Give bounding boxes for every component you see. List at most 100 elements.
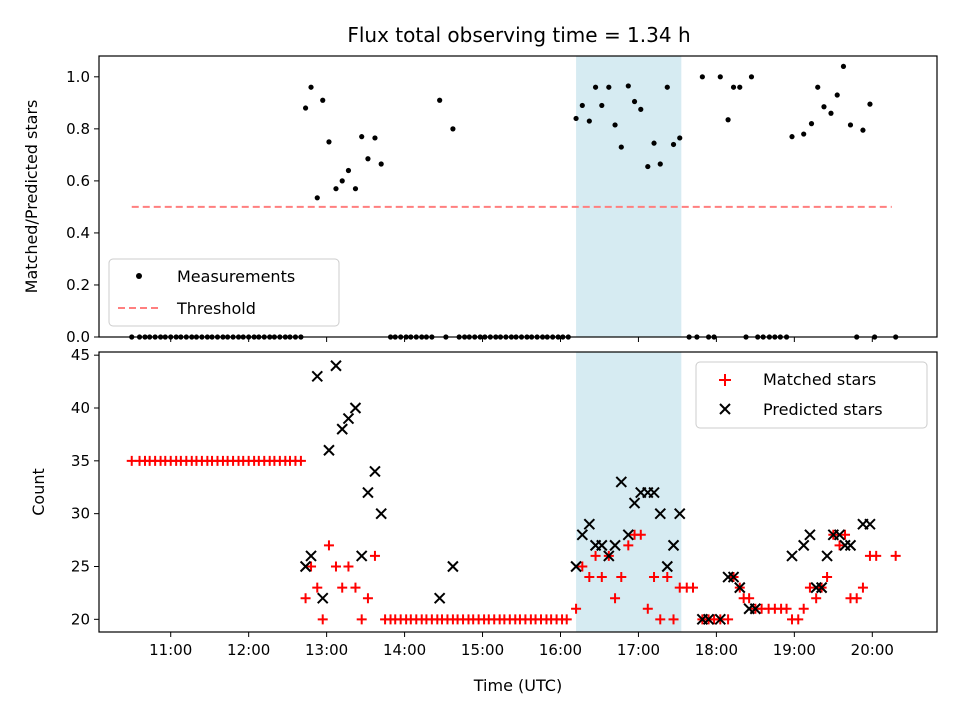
matched-star-point: [857, 582, 868, 593]
measurement-point: [631, 98, 638, 105]
predicted-star-point: [596, 539, 608, 552]
predicted-star-point: [369, 465, 381, 478]
measurement-point: [657, 161, 663, 167]
measurement-point: [847, 122, 854, 128]
matched-star-point: [590, 550, 601, 561]
measurement-point: [737, 84, 743, 90]
measurement-point: [670, 141, 677, 148]
x-tick-label: 14:00: [383, 641, 426, 659]
observing-span-top: [576, 56, 682, 337]
predicted-star-point: [786, 550, 798, 562]
x-tick-label: 11:00: [149, 641, 192, 659]
measurement-point: [579, 102, 585, 109]
predicted-star-point: [299, 560, 312, 573]
matched-star-point: [744, 593, 755, 604]
measurement-point: [302, 105, 309, 111]
x-tick-label: 16:00: [539, 641, 582, 659]
predicted-star-point: [815, 581, 828, 594]
predicted-star-point: [330, 360, 342, 372]
measurement-point: [677, 135, 683, 141]
matched-star-point: [811, 593, 822, 604]
predicted-star-point: [615, 476, 627, 488]
x-tick-label: 17:00: [617, 641, 660, 659]
predicted-star-point: [317, 592, 329, 604]
measurement-point: [651, 140, 657, 146]
measurement-point: [748, 74, 755, 80]
y-tick-label: 0.2: [66, 276, 90, 294]
predicted-star-point: [674, 507, 686, 520]
predicted-star-point: [821, 550, 833, 562]
x-tick-label: 20:00: [851, 641, 894, 659]
y-tick-label: 20: [71, 610, 90, 628]
matched-star-point: [571, 603, 582, 614]
matched-star-point: [561, 614, 572, 625]
measurement-point: [664, 84, 670, 90]
predicted-star-point: [844, 539, 857, 552]
measurement-point: [699, 74, 705, 80]
measurement-point: [599, 102, 605, 109]
x-tick-label: 18:00: [695, 641, 738, 659]
predicted-star-point: [714, 613, 726, 626]
predicted-star-point: [734, 581, 746, 594]
y-axis-label-top: Matched/Predicted stars: [22, 100, 41, 294]
measurement-point: [815, 84, 821, 90]
matched-star-point: [793, 614, 804, 625]
y-tick-label: 35: [71, 452, 90, 470]
predicted-star-point: [609, 539, 621, 552]
y-tick-label: 25: [71, 557, 90, 575]
predicted-star-point: [864, 518, 876, 530]
measurement-point: [618, 144, 624, 150]
matched-star-point: [623, 540, 634, 551]
matched-star-point: [295, 455, 306, 466]
matched-star-point: [834, 540, 845, 551]
measurement-point: [308, 84, 314, 90]
matched-star-point: [649, 572, 660, 583]
matched-star-point: [577, 561, 588, 572]
predicted-star-point: [576, 529, 589, 541]
matched-star-point: [330, 561, 341, 572]
matched-star-point: [688, 582, 699, 593]
predicted-star-point: [305, 550, 317, 562]
chart-title: Flux total observing time = 1.34 h: [347, 23, 690, 47]
observing-span-bottom: [576, 352, 682, 632]
y-tick-label: 0.6: [66, 172, 90, 190]
matched-star-point: [362, 593, 373, 604]
legend-label-threshold: Threshold: [176, 299, 256, 318]
measurement-point: [717, 74, 723, 80]
matched-star-point: [306, 561, 317, 572]
measurement-point: [352, 186, 359, 192]
measurement-point: [345, 167, 352, 174]
matched-star-point: [871, 550, 882, 561]
matched-star-point: [596, 572, 607, 583]
measurement-point: [606, 84, 612, 90]
matched-star-point: [317, 614, 328, 625]
measurement-point: [450, 126, 456, 132]
legend-marker-matched: [719, 374, 731, 386]
matched-star-point: [851, 593, 862, 604]
panel-ratio: 0.0 0.2 0.4 0.6 0.8 1.0 Matched/Predicted sta…: [22, 55, 938, 346]
y-tick-label: 0.8: [66, 120, 90, 138]
legend-bottom: Matched stars Predicted stars: [695, 361, 928, 429]
predicted-star-point: [833, 529, 846, 541]
measurement-point: [314, 195, 320, 201]
x-tick-label: 12:00: [227, 641, 270, 659]
y-tick-label: 30: [71, 505, 90, 523]
x-tick-label: 15:00: [461, 641, 504, 659]
predicted-star-point: [622, 529, 635, 541]
y-axis-label-bottom: Count: [29, 468, 48, 516]
measurement-point: [867, 101, 873, 107]
matched-star-point: [781, 603, 792, 614]
legend-box-bottom: [695, 361, 928, 429]
legend-label-predicted: Predicted stars: [763, 400, 883, 419]
predicted-star-point: [654, 507, 666, 520]
matched-star-point: [300, 593, 311, 604]
legend-top: Measurements Threshold: [108, 258, 340, 327]
predicted-star-point: [603, 550, 615, 562]
matched-star-point: [822, 572, 833, 583]
predicted-star-point: [583, 518, 596, 530]
predicted-star-point: [702, 613, 715, 626]
matched-star-point: [840, 529, 851, 540]
x-tick-label: 19:00: [773, 641, 816, 659]
x-axis-label: Time (UTC): [473, 676, 562, 695]
predicted-star-point: [648, 486, 660, 499]
